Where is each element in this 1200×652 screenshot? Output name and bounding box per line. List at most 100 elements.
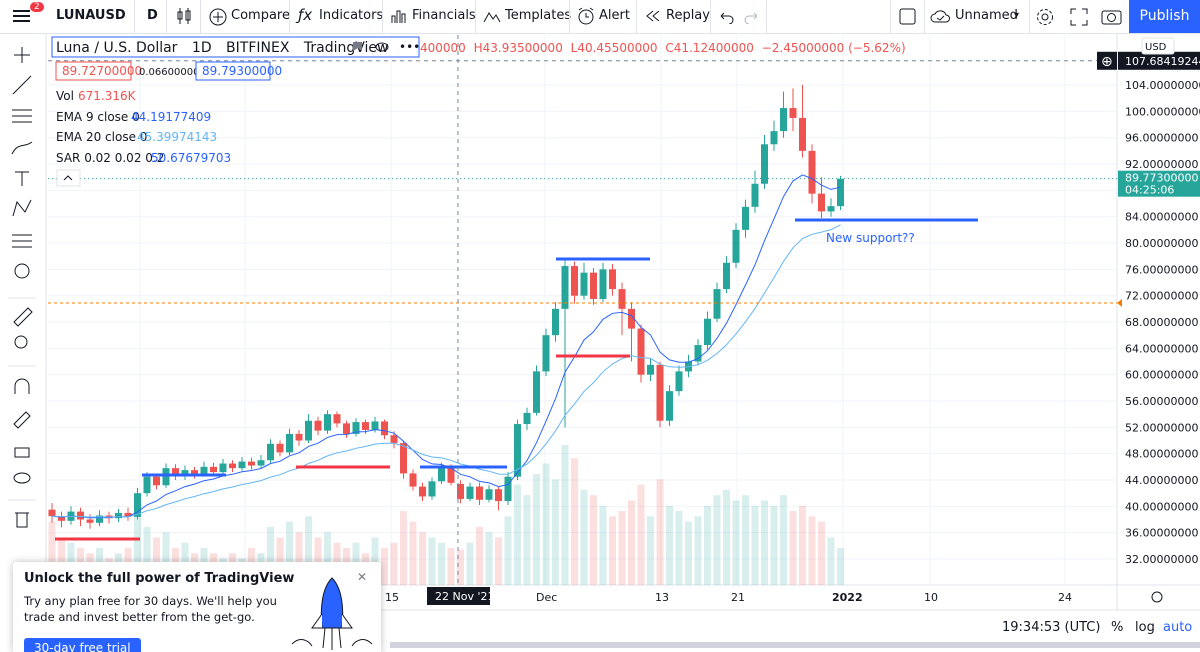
- drawings: [55, 218, 978, 541]
- visibility-tool[interactable]: [13, 472, 31, 484]
- legend-source: TradingView: [303, 40, 389, 56]
- close: C41.12400000: [665, 41, 754, 55]
- candle-body: [219, 463, 227, 473]
- prediction-tool[interactable]: [12, 234, 32, 248]
- brush-tool[interactable]: [11, 141, 33, 155]
- fullscreen-icon[interactable]: [1070, 8, 1088, 26]
- volume-bar: [770, 505, 778, 585]
- candle-body: [248, 461, 255, 466]
- y-tick-label: 56.00000000: [1125, 395, 1198, 408]
- layout-dropdown[interactable]: ▾: [1014, 10, 1020, 21]
- volume-bar: [381, 548, 388, 585]
- volume-bar: [637, 484, 645, 585]
- close-button[interactable]: ✕: [356, 570, 367, 584]
- candle-body: [210, 466, 217, 473]
- top-toolbar: 2 LUNAUSD D Compare ƒx Indicators Financ…: [0, 0, 1200, 34]
- volume-bar: [295, 532, 303, 585]
- candle-body: [713, 289, 721, 319]
- more-icon[interactable]: •••: [399, 40, 420, 54]
- trial-button[interactable]: 30-day free trial: [24, 638, 141, 652]
- buy-box[interactable]: [195, 61, 271, 81]
- alert-marker: [1117, 299, 1122, 307]
- last-price: 89.77300000: [1125, 172, 1198, 185]
- text-tool[interactable]: [15, 171, 29, 186]
- cloud-icon[interactable]: [930, 8, 952, 24]
- templates[interactable]: Templates: [505, 8, 572, 23]
- percent-toggle[interactable]: %: [1111, 620, 1123, 635]
- lock-tool[interactable]: [14, 447, 30, 458]
- buy-price[interactable]: 89.79300000: [202, 64, 282, 78]
- zoom-tool[interactable]: [14, 335, 28, 349]
- crosshair-tool[interactable]: [14, 47, 30, 63]
- replay-icon[interactable]: [645, 9, 661, 23]
- measure-tool[interactable]: [13, 307, 33, 327]
- delete-tool[interactable]: [15, 512, 29, 528]
- sar-value: 50.67679703: [151, 151, 231, 165]
- fib-tool[interactable]: [12, 109, 32, 123]
- magnet-tool[interactable]: [14, 378, 30, 394]
- volume-bar: [780, 495, 787, 585]
- currency[interactable]: USD: [1145, 42, 1167, 53]
- candle-body: [96, 515, 103, 523]
- icon-tool[interactable]: [14, 263, 30, 279]
- layout-icon[interactable]: [899, 8, 917, 26]
- publish-button[interactable]: Publish: [1129, 0, 1200, 33]
- financials[interactable]: Financials: [412, 8, 476, 23]
- candle-body: [599, 269, 607, 299]
- y-tick-label: 104.00000000: [1125, 79, 1200, 92]
- candle-body: [371, 421, 379, 430]
- volume-bar: [153, 537, 160, 585]
- candle-body: [789, 108, 797, 118]
- compare-icon[interactable]: [209, 8, 227, 26]
- snapshot-icon[interactable]: [1101, 7, 1123, 25]
- indicators-icon[interactable]: ƒx: [298, 6, 313, 24]
- chart-style-icon[interactable]: [176, 7, 192, 25]
- currency-box[interactable]: [1141, 37, 1175, 55]
- replay[interactable]: Replay: [666, 8, 710, 23]
- candle-body: [732, 229, 740, 263]
- symbol[interactable]: LUNAUSD: [56, 8, 126, 23]
- undo-redo[interactable]: [717, 8, 761, 24]
- crosshair-price-box: [1118, 51, 1200, 70]
- volume-bar: [571, 458, 578, 585]
- settings-icon[interactable]: [1035, 7, 1055, 27]
- volume-bar: [751, 505, 759, 585]
- alert-icon[interactable]: [577, 7, 595, 25]
- candle-body: [827, 206, 835, 212]
- volume-bar: [495, 537, 502, 585]
- notification-badge[interactable]: 2: [30, 2, 44, 12]
- log-toggle[interactable]: log: [1135, 620, 1155, 635]
- candle-body: [476, 486, 483, 500]
- sell-box[interactable]: [55, 61, 132, 81]
- volume-bar: [419, 532, 426, 585]
- volume-bar: [618, 511, 626, 585]
- flag-icon[interactable]: [353, 42, 362, 51]
- legend-title-box[interactable]: [51, 36, 420, 58]
- candle-body: [115, 512, 122, 519]
- y-tick-label: 68.00000000: [1125, 316, 1198, 329]
- sell-price[interactable]: 89.72700000: [62, 64, 142, 78]
- volume-bar: [666, 505, 673, 585]
- candle-body: [314, 420, 322, 431]
- menu-icon[interactable]: [12, 8, 32, 24]
- indicators[interactable]: Indicators: [319, 8, 384, 23]
- volume-bar: [647, 516, 654, 585]
- volume-bar: [390, 542, 398, 585]
- alert[interactable]: Alert: [599, 8, 630, 23]
- templates-icon[interactable]: [483, 8, 501, 24]
- pattern-tool[interactable]: [12, 199, 32, 217]
- compare[interactable]: Compare: [231, 8, 290, 23]
- financials-icon[interactable]: [390, 8, 408, 24]
- trendline-tool[interactable]: [12, 75, 32, 95]
- layout-name[interactable]: Unnamed: [955, 8, 1018, 23]
- candle-body: [58, 516, 65, 521]
- auto-toggle[interactable]: auto: [1163, 620, 1192, 635]
- volume-bar: [827, 537, 835, 585]
- axis-settings[interactable]: [1151, 591, 1163, 603]
- eye-icon[interactable]: [375, 42, 389, 52]
- candle-body: [134, 493, 141, 517]
- collapse-button[interactable]: [56, 169, 81, 187]
- x-tick-label: 10: [924, 591, 938, 604]
- lock-drawing-tool[interactable]: [13, 411, 31, 429]
- interval[interactable]: D: [147, 8, 158, 23]
